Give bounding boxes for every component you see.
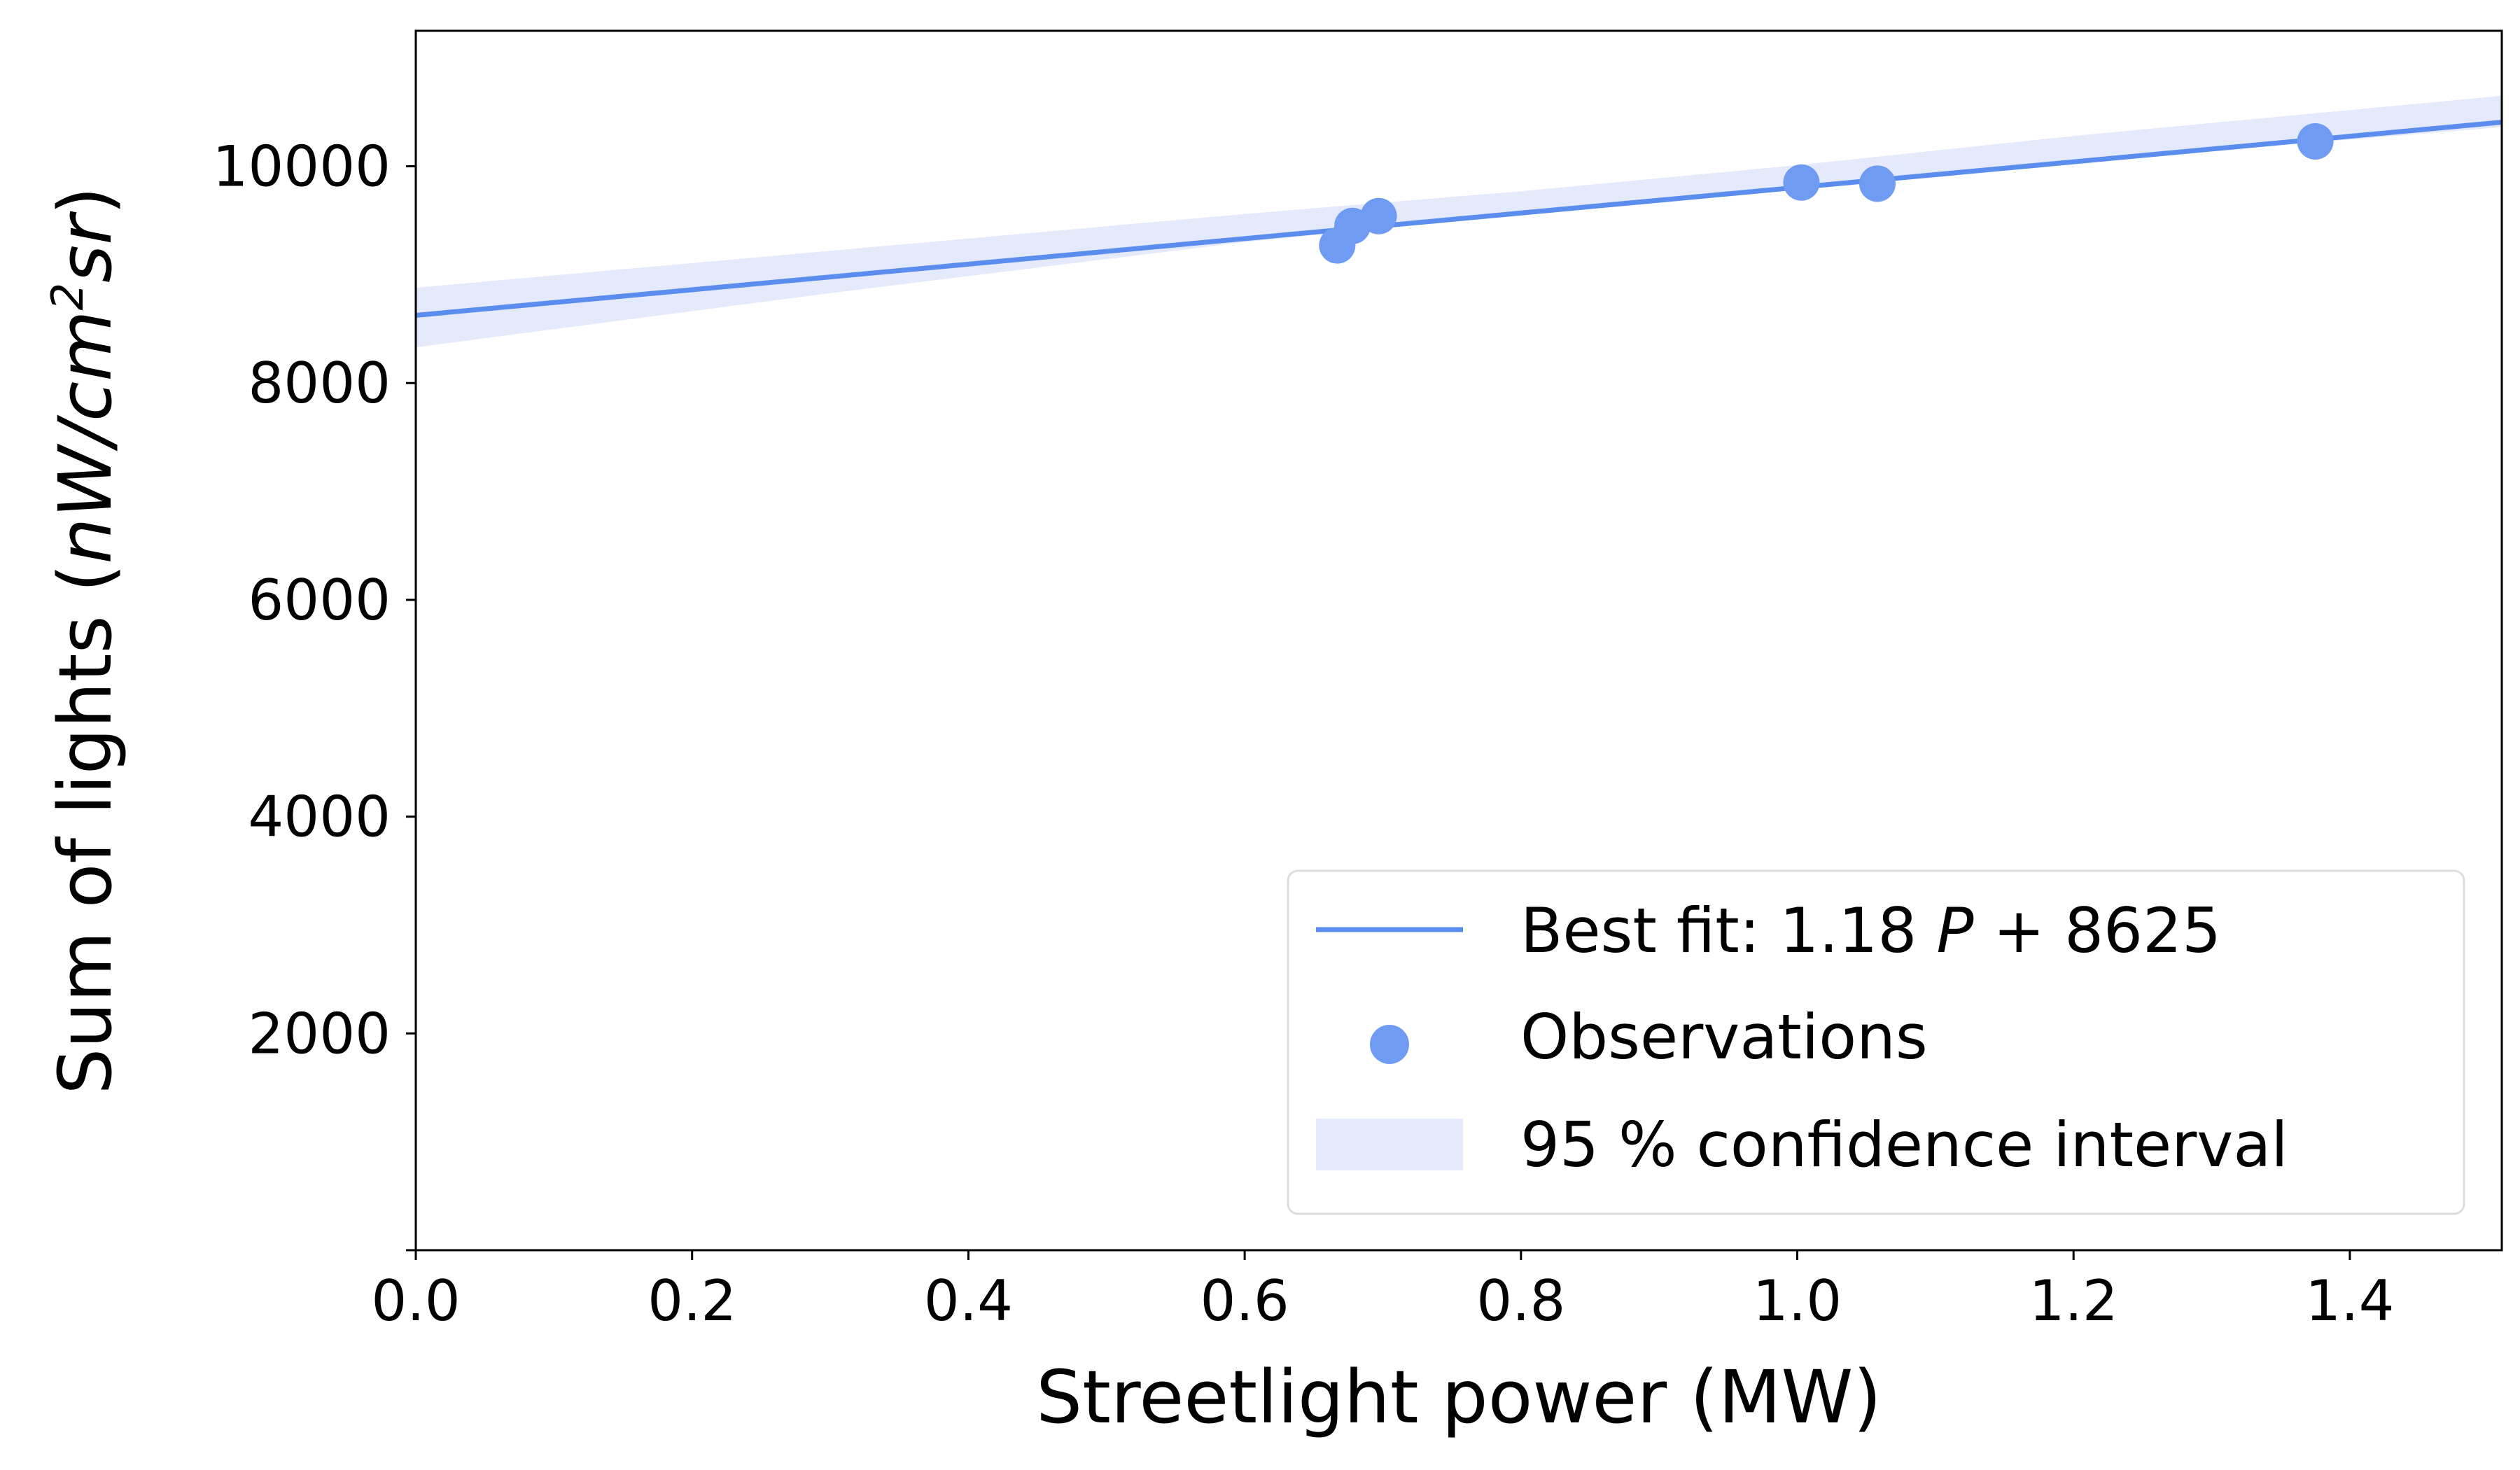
plot-frame xyxy=(414,29,2503,1252)
observation-points xyxy=(1319,122,2334,264)
y-axis-title: Sum of lights (nW/cm2sr) xyxy=(42,186,128,1094)
observation-point xyxy=(1858,165,1896,202)
y-axis-ticks: 2000 4000 6000 8000 10000 xyxy=(213,134,416,1252)
x-axis-ticks: 0.0 0.2 0.4 0.6 0.8 1.0 1.2 1.4 xyxy=(371,1250,2395,1334)
best-fit-line xyxy=(415,120,2502,318)
x-tick-label: 0.6 xyxy=(1200,1268,1289,1334)
confidence-band xyxy=(416,95,2502,348)
legend-observations-swatch xyxy=(1370,1025,1409,1064)
legend-band-label: 95 % confidence interval xyxy=(1520,1109,2288,1181)
legend-box xyxy=(1287,869,2465,1215)
legend: Best fit: 1.18 P + 8625 Observations 95 … xyxy=(1287,869,2465,1215)
x-tick-label: 0.4 xyxy=(924,1268,1013,1334)
y-tick-label: 2000 xyxy=(248,1001,391,1066)
x-axis-title: Streetlight power (MW) xyxy=(1036,1354,1882,1440)
x-tick-label: 1.4 xyxy=(2305,1268,2394,1334)
x-tick-label: 0.0 xyxy=(371,1268,460,1334)
legend-observations-label: Observations xyxy=(1520,1001,1928,1073)
legend-fit-label: Best fit: 1.18 P + 8625 xyxy=(1520,895,2221,967)
legend-band-swatch xyxy=(1316,1119,1463,1170)
y-tick-label: 6000 xyxy=(248,568,391,633)
observation-point xyxy=(1360,197,1397,234)
y-tick-label: 8000 xyxy=(248,351,391,416)
y-tick-label: 10000 xyxy=(213,134,391,200)
x-tick-label: 1.2 xyxy=(2029,1268,2118,1334)
y-tick-label: 4000 xyxy=(248,785,391,850)
x-tick-label: 0.8 xyxy=(1476,1268,1565,1334)
x-tick-label: 0.2 xyxy=(648,1268,736,1334)
x-tick-label: 1.0 xyxy=(1753,1268,1842,1334)
observation-point xyxy=(2297,122,2334,160)
observation-point xyxy=(1783,164,1820,201)
